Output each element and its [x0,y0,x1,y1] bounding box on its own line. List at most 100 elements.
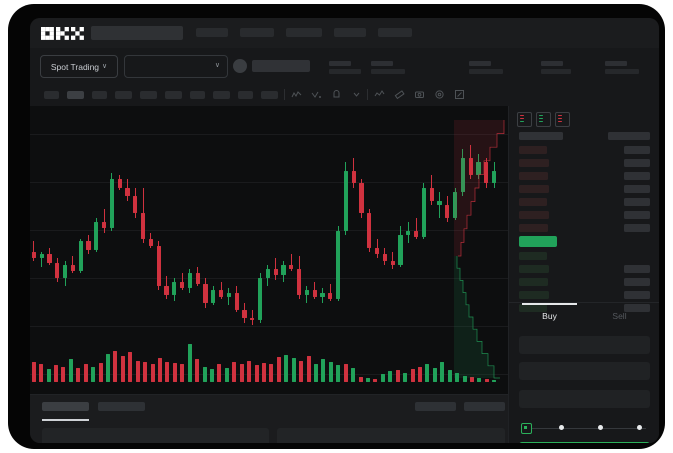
orderbook-and-order-form: Buy Sell [508,106,659,443]
settings-icon[interactable] [434,89,445,100]
candle-body [289,264,294,270]
candle-body [172,281,177,295]
slider-step-2[interactable] [598,425,603,430]
candle-body [117,179,122,188]
amount-percent-slider[interactable] [521,422,650,434]
candle-body [406,230,411,235]
candle [47,106,52,338]
slider-track [525,427,646,429]
volume-bar [358,377,363,382]
volume-bar [195,359,200,382]
orderbook-bid-row[interactable] [519,304,547,312]
volume-bar [432,367,437,382]
orderbook-bid-row[interactable] [519,278,548,286]
bottom-action-2[interactable] [464,402,505,411]
tab-sell[interactable]: Sell [612,311,627,321]
compare-icon[interactable] [311,89,322,100]
timeframe-chip-2[interactable] [67,91,84,99]
candle-body [195,273,200,285]
orderbook-ask-amount [624,146,650,154]
timeframe-chip-6[interactable] [165,91,182,99]
nav-item-earn[interactable] [286,28,322,37]
volume-bar [254,365,259,382]
timeframe-chip-5[interactable] [140,91,157,99]
camera-icon[interactable] [414,89,425,100]
alert-icon[interactable] [331,89,342,100]
slider-handle-0[interactable] [521,423,532,434]
search-input[interactable] [91,26,183,40]
volume-series [30,338,498,386]
order-form-field-3[interactable] [519,390,650,408]
orderbook-ask-amount [624,224,650,232]
orderbook-ask-row[interactable] [519,224,548,232]
submit-order-button[interactable] [519,442,650,443]
product-type-label: Spot Trading [50,61,100,72]
volume-bar [351,367,356,382]
bottom-action-1[interactable] [415,402,456,411]
timeframe-chip-1[interactable] [44,91,59,99]
okx-logo[interactable] [41,27,84,40]
slider-step-1[interactable] [559,425,564,430]
candle [31,106,36,338]
tab-buy[interactable]: Buy [542,311,557,321]
orderbook-view-bids-icon[interactable] [536,112,551,127]
volume-bar [209,368,215,382]
candle [429,106,434,338]
chevron-down-icon[interactable] [351,89,362,100]
ruler-icon[interactable] [394,89,405,100]
timeframe-chip-8[interactable] [213,91,230,99]
orderbook-bid-row[interactable] [519,291,549,299]
orderbook-ask-row[interactable] [519,211,549,219]
orderbook-ask-row[interactable] [519,159,549,167]
candle-body [125,187,130,197]
fullscreen-icon[interactable] [454,89,465,100]
timeframe-chip-7[interactable] [190,91,205,99]
timeframe-chip-4[interactable] [115,91,132,99]
candle-body [180,281,185,289]
candle-body [250,318,255,321]
candle-body [484,162,489,184]
orderbook-ask-row[interactable] [519,185,549,193]
bottom-tab-order-history[interactable] [98,402,145,411]
candle [273,106,278,338]
orderbook-bid-amount [624,265,650,273]
candle-body [468,157,473,175]
nav-item-trade[interactable] [240,28,274,37]
candle-body [336,230,341,300]
bottom-tab-open-orders[interactable] [42,402,89,411]
orderbook-ask-row[interactable] [519,146,547,154]
timeframe-chip-9[interactable] [238,91,253,99]
orderbook-ask-row[interactable] [519,172,548,180]
nav-item-more[interactable] [378,28,412,37]
nav-item-markets[interactable] [196,28,228,37]
candle [164,106,169,338]
volume-bar [306,355,311,382]
candle [445,106,450,338]
orderbook-ask-amount [624,159,650,167]
trading-pair-select[interactable]: ∨ [124,55,228,78]
candle [312,106,317,338]
product-type-dropdown[interactable]: Spot Trading ∨ [40,55,118,78]
order-form-field-1[interactable] [519,336,650,354]
timeframe-chip-10[interactable] [261,91,278,99]
volume-bar [135,360,140,382]
orderbook-view-asks-icon[interactable] [555,112,570,127]
volume-bar [202,366,207,382]
line-chart-icon[interactable] [374,89,385,100]
candle [258,106,263,338]
orderbook-ask-row[interactable] [519,198,547,206]
candle-wick [415,217,417,240]
candle-body [351,170,356,184]
orderbook-view-both-icon[interactable] [517,112,532,127]
indicator-icon[interactable] [291,89,302,100]
orderbook-bid-row[interactable] [519,265,549,273]
nav-item-assets[interactable] [334,28,366,37]
timeframe-chip-3[interactable] [92,91,107,99]
candle [336,106,341,338]
depth-bid-area [454,256,500,378]
slider-step-3[interactable] [637,425,642,430]
order-form-field-2[interactable] [519,362,650,380]
orderbook-bid-row[interactable] [519,252,547,260]
candle-body [226,292,231,297]
candle [133,106,138,338]
